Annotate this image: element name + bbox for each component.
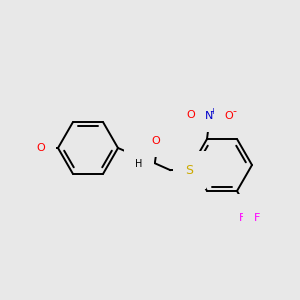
Text: F: F xyxy=(247,205,253,215)
Text: O: O xyxy=(152,136,160,146)
Text: F: F xyxy=(254,213,260,223)
Text: F: F xyxy=(239,213,245,223)
Text: O: O xyxy=(225,111,233,121)
Text: -: - xyxy=(232,106,236,116)
Text: N: N xyxy=(205,111,213,121)
Text: O: O xyxy=(187,110,195,120)
Text: N: N xyxy=(135,151,143,161)
Text: S: S xyxy=(185,164,193,176)
Text: +: + xyxy=(210,106,216,116)
Text: O: O xyxy=(37,143,45,153)
Text: H: H xyxy=(135,159,143,169)
